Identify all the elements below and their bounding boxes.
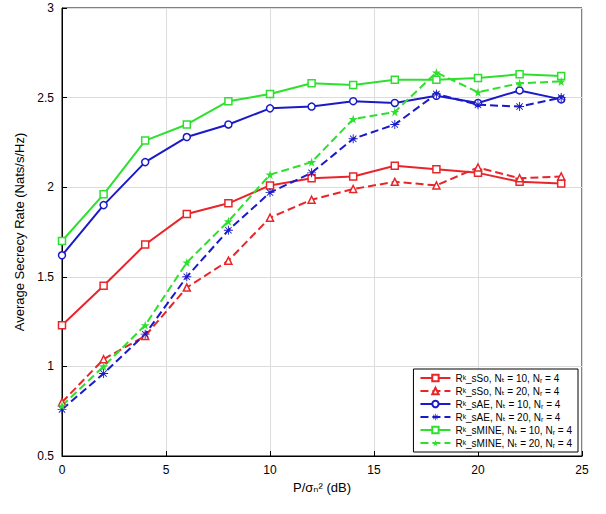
svg-text:25: 25 xyxy=(575,463,589,477)
svg-text:Rᵏ_sAE, Nₜ = 20, Nᵣ = 4: Rᵏ_sAE, Nₜ = 20, Nᵣ = 4 xyxy=(455,412,560,423)
svg-text:3: 3 xyxy=(47,1,54,15)
svg-text:Rᵏ_sSo, Nₜ = 20, Nᵣ = 4: Rᵏ_sSo, Nₜ = 20, Nᵣ = 4 xyxy=(455,386,559,397)
svg-text:1: 1 xyxy=(47,359,54,373)
svg-text:Rᵏ_sSo, Nₜ = 10, Nᵣ = 4: Rᵏ_sSo, Nₜ = 10, Nᵣ = 4 xyxy=(455,373,559,384)
svg-text:0.5: 0.5 xyxy=(37,449,54,463)
svg-text:5: 5 xyxy=(163,463,170,477)
svg-text:1.5: 1.5 xyxy=(37,270,54,284)
svg-text:15: 15 xyxy=(367,463,381,477)
svg-text:20: 20 xyxy=(471,463,485,477)
svg-text:2: 2 xyxy=(47,180,54,194)
svg-text:0: 0 xyxy=(59,463,66,477)
svg-text:Average Secrecy Rate (Nats/s/H: Average Secrecy Rate (Nats/s/Hz) xyxy=(12,133,27,331)
svg-text:10: 10 xyxy=(263,463,277,477)
svg-text:Rᵏ_sMINE, Nₜ = 20, Nᵣ = 4: Rᵏ_sMINE, Nₜ = 20, Nᵣ = 4 xyxy=(455,438,572,449)
svg-text:P/σₙ² (dB): P/σₙ² (dB) xyxy=(293,480,351,495)
svg-text:2.5: 2.5 xyxy=(37,91,54,105)
svg-text:Rᵏ_sMINE, Nₜ = 10, Nᵣ = 4: Rᵏ_sMINE, Nₜ = 10, Nᵣ = 4 xyxy=(455,425,572,436)
svg-text:Rᵏ_sAE, Nₜ = 10, Nᵣ = 4: Rᵏ_sAE, Nₜ = 10, Nᵣ = 4 xyxy=(455,399,560,410)
